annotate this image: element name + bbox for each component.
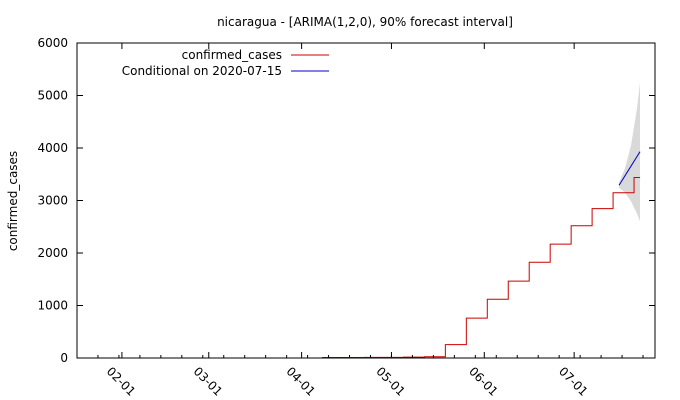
y-tick-label-5: 5000 bbox=[37, 89, 68, 103]
x-tick-label-2: 04-01 bbox=[283, 364, 318, 399]
x-axis: 02-01 03-01 04-01 05-01 06-01 07-01 bbox=[97, 43, 644, 399]
y-tick-label-2: 2000 bbox=[37, 246, 68, 260]
legend: confirmed_cases Conditional on 2020-07-15 bbox=[122, 48, 329, 78]
forecast-interval-layer bbox=[619, 82, 641, 222]
series-line-1 bbox=[618, 151, 641, 186]
series-layer bbox=[322, 151, 641, 359]
legend-label-0: confirmed_cases bbox=[182, 48, 282, 62]
x-tick-label-3: 05-01 bbox=[373, 364, 408, 399]
series-line-0 bbox=[322, 176, 641, 359]
legend-label-1: Conditional on 2020-07-15 bbox=[122, 64, 282, 78]
x-tick-label-1: 03-01 bbox=[191, 364, 226, 399]
x-tick-label-5: 07-01 bbox=[556, 364, 591, 399]
y-tick-label-3: 3000 bbox=[37, 194, 68, 208]
y-tick-label-6: 6000 bbox=[37, 36, 68, 50]
y-tick-label-1: 1000 bbox=[37, 299, 68, 313]
plot-frame bbox=[76, 42, 656, 359]
chart-title: nicaragua - [ARIMA(1,2,0), 90% forecast … bbox=[217, 15, 513, 29]
y-tick-label-4: 4000 bbox=[37, 141, 68, 155]
x-tick-label-4: 06-01 bbox=[466, 364, 501, 399]
y-axis-label: confirmed_cases bbox=[6, 151, 20, 251]
forecast-interval-band bbox=[619, 82, 641, 222]
y-axis: 0 1000 2000 3000 4000 5000 6000 bbox=[37, 36, 655, 365]
y-tick-label-0: 0 bbox=[60, 351, 68, 365]
x-tick-label-0: 02-01 bbox=[104, 364, 139, 399]
